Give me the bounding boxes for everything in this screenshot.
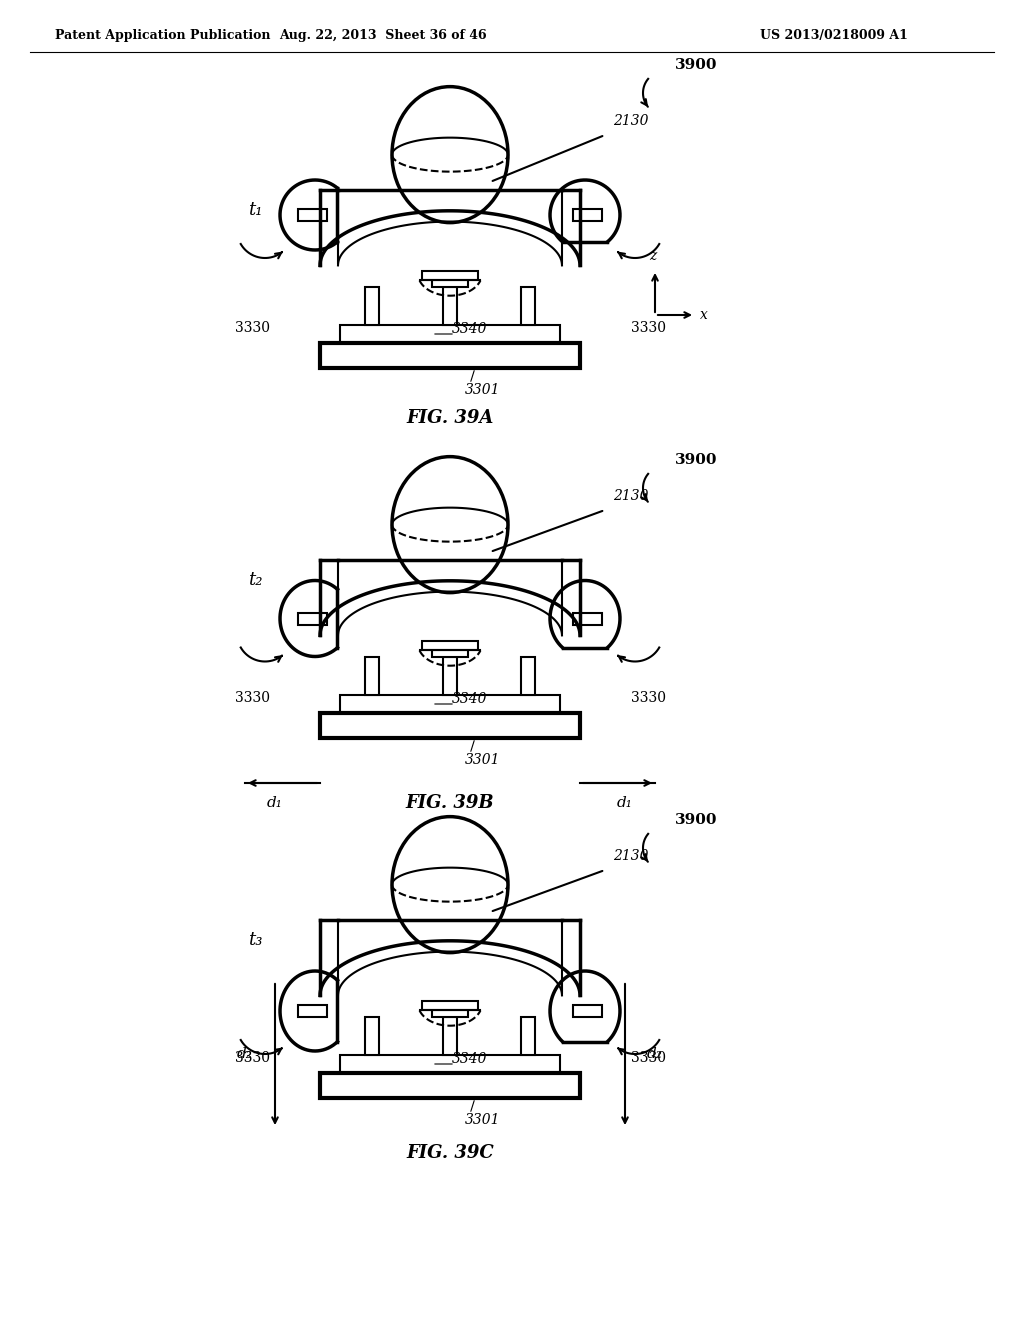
Text: 3900: 3900 xyxy=(675,813,718,828)
Polygon shape xyxy=(422,642,478,649)
Text: 3330: 3330 xyxy=(631,690,666,705)
Polygon shape xyxy=(422,271,478,280)
Text: FIG. 39A: FIG. 39A xyxy=(407,409,494,426)
Text: 3330: 3330 xyxy=(234,1051,269,1065)
Text: t₃: t₃ xyxy=(248,931,262,949)
Polygon shape xyxy=(432,277,468,286)
Text: 3330: 3330 xyxy=(234,321,269,335)
Text: d₂: d₂ xyxy=(647,1048,663,1061)
Text: Patent Application Publication: Patent Application Publication xyxy=(55,29,270,41)
Polygon shape xyxy=(365,657,379,696)
Text: FIG. 39C: FIG. 39C xyxy=(407,1144,494,1162)
Text: 3340: 3340 xyxy=(453,1052,487,1067)
Text: x: x xyxy=(700,308,708,322)
Text: 3301: 3301 xyxy=(465,383,501,397)
Text: z: z xyxy=(649,249,656,263)
Polygon shape xyxy=(443,286,457,325)
Polygon shape xyxy=(573,1005,602,1016)
Polygon shape xyxy=(319,343,580,368)
Text: Aug. 22, 2013  Sheet 36 of 46: Aug. 22, 2013 Sheet 36 of 46 xyxy=(280,29,486,41)
Text: 3900: 3900 xyxy=(675,453,718,467)
Polygon shape xyxy=(573,612,602,624)
Polygon shape xyxy=(340,325,560,343)
Polygon shape xyxy=(365,286,379,325)
Polygon shape xyxy=(443,1016,457,1055)
Polygon shape xyxy=(422,1001,478,1010)
Polygon shape xyxy=(298,612,327,624)
Polygon shape xyxy=(443,657,457,696)
Polygon shape xyxy=(298,1005,327,1016)
Text: 3340: 3340 xyxy=(453,322,487,337)
Text: d₂: d₂ xyxy=(238,1048,253,1061)
Text: 2130: 2130 xyxy=(613,849,648,863)
Polygon shape xyxy=(521,1016,535,1055)
Text: t₁: t₁ xyxy=(248,201,262,219)
Text: d₁: d₁ xyxy=(617,796,633,810)
Text: FIG. 39B: FIG. 39B xyxy=(406,795,495,812)
Polygon shape xyxy=(298,209,327,220)
Text: 3900: 3900 xyxy=(675,58,718,73)
Text: t₂: t₂ xyxy=(248,572,262,589)
Polygon shape xyxy=(340,696,560,713)
Text: d₁: d₁ xyxy=(267,796,283,810)
Text: 3330: 3330 xyxy=(631,1051,666,1065)
Text: 3330: 3330 xyxy=(234,690,269,705)
Text: 2130: 2130 xyxy=(613,488,648,503)
Polygon shape xyxy=(340,1055,560,1073)
Polygon shape xyxy=(319,713,580,738)
Text: 3340: 3340 xyxy=(453,692,487,706)
Text: US 2013/0218009 A1: US 2013/0218009 A1 xyxy=(760,29,908,41)
Text: 3301: 3301 xyxy=(465,1113,501,1127)
Polygon shape xyxy=(432,1007,468,1016)
Text: 3301: 3301 xyxy=(465,752,501,767)
Polygon shape xyxy=(319,1073,580,1098)
Polygon shape xyxy=(521,657,535,696)
Text: 3330: 3330 xyxy=(631,321,666,335)
Polygon shape xyxy=(432,647,468,657)
Polygon shape xyxy=(365,1016,379,1055)
Polygon shape xyxy=(573,209,602,220)
Polygon shape xyxy=(521,286,535,325)
Text: 2130: 2130 xyxy=(613,114,648,128)
